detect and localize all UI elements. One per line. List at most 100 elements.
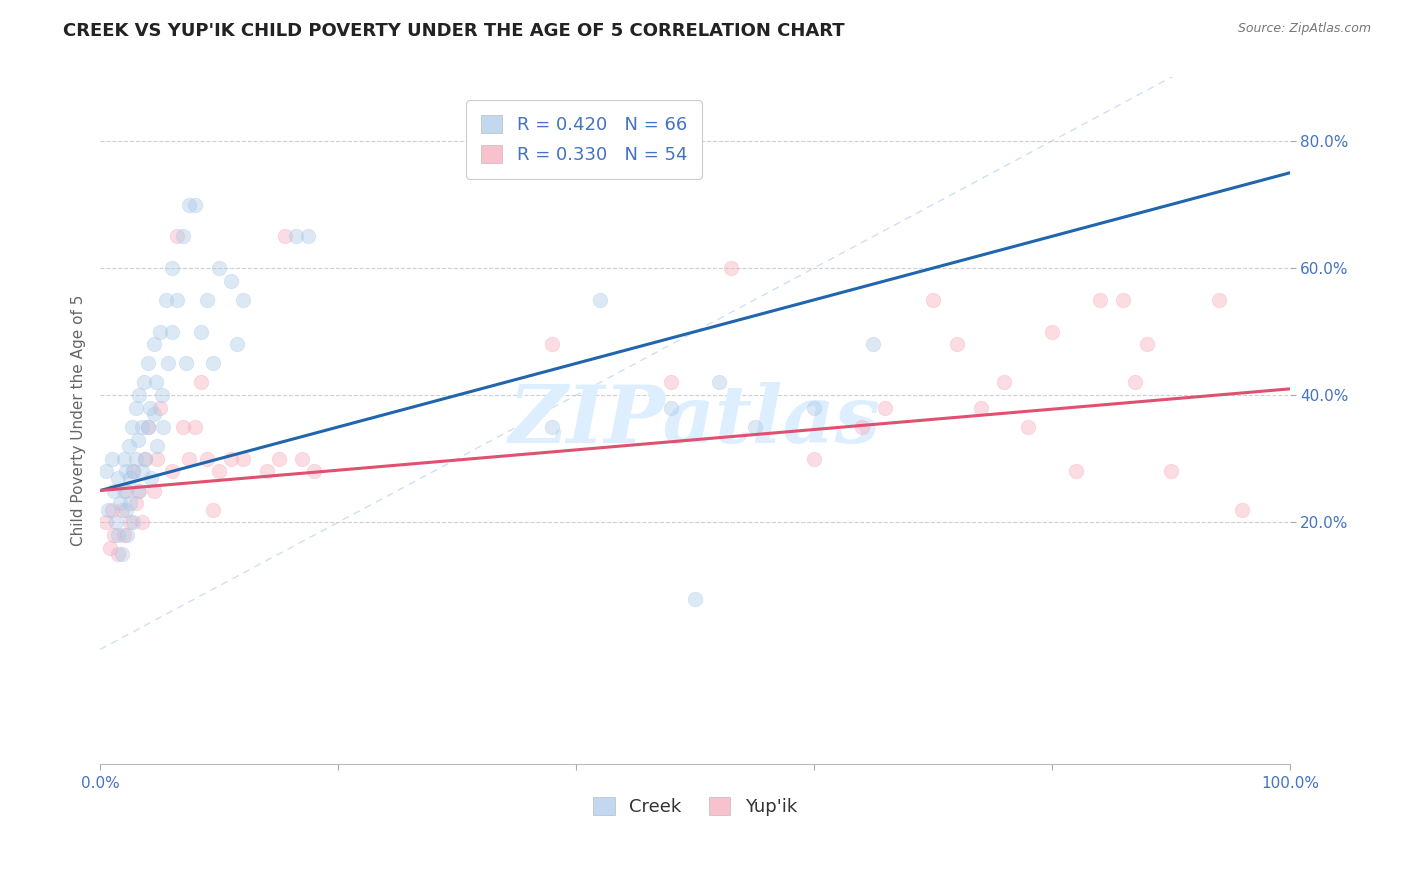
Point xyxy=(1112,293,1135,307)
Point xyxy=(110,547,132,561)
Point xyxy=(110,496,132,510)
Point xyxy=(160,465,183,479)
Point xyxy=(304,465,326,479)
Point xyxy=(118,439,141,453)
Point xyxy=(166,293,188,307)
Point xyxy=(683,591,706,606)
Point xyxy=(160,325,183,339)
Point xyxy=(172,420,194,434)
Point xyxy=(117,528,139,542)
Point xyxy=(136,356,159,370)
Point xyxy=(97,502,120,516)
Point xyxy=(128,483,150,498)
Point xyxy=(1232,502,1254,516)
Point xyxy=(922,293,945,307)
Point xyxy=(118,471,141,485)
Point xyxy=(141,471,163,485)
Point xyxy=(184,197,207,211)
Point xyxy=(202,356,225,370)
Point xyxy=(142,337,165,351)
Point xyxy=(160,261,183,276)
Point xyxy=(589,293,612,307)
Point xyxy=(103,483,125,498)
Point xyxy=(149,325,172,339)
Point xyxy=(219,274,242,288)
Point xyxy=(285,229,308,244)
Point xyxy=(142,483,165,498)
Point xyxy=(875,401,897,415)
Point xyxy=(803,451,825,466)
Point xyxy=(139,401,162,415)
Point xyxy=(803,401,825,415)
Point xyxy=(103,528,125,542)
Legend: Creek, Yup'ik: Creek, Yup'ik xyxy=(586,789,804,823)
Point xyxy=(98,541,121,555)
Point xyxy=(1123,376,1146,390)
Point xyxy=(208,465,231,479)
Point xyxy=(273,229,295,244)
Point xyxy=(172,229,194,244)
Point xyxy=(146,451,169,466)
Point xyxy=(744,420,766,434)
Point xyxy=(149,401,172,415)
Point xyxy=(128,388,150,402)
Point xyxy=(112,451,135,466)
Point xyxy=(107,547,129,561)
Point xyxy=(851,420,873,434)
Point xyxy=(267,451,290,466)
Point xyxy=(219,451,242,466)
Point xyxy=(226,337,249,351)
Point xyxy=(125,496,148,510)
Point xyxy=(125,401,148,415)
Text: ZIPatlas: ZIPatlas xyxy=(509,382,882,459)
Point xyxy=(156,356,179,370)
Point xyxy=(993,376,1015,390)
Point xyxy=(112,483,135,498)
Point xyxy=(1040,325,1063,339)
Point xyxy=(291,451,314,466)
Point xyxy=(969,401,991,415)
Point xyxy=(115,483,138,498)
Point xyxy=(101,502,124,516)
Point xyxy=(297,229,319,244)
Point xyxy=(131,516,153,530)
Point xyxy=(115,465,138,479)
Point xyxy=(94,465,117,479)
Point xyxy=(945,337,967,351)
Point xyxy=(179,197,201,211)
Point xyxy=(136,420,159,434)
Point xyxy=(232,451,254,466)
Point xyxy=(101,451,124,466)
Point xyxy=(118,516,141,530)
Point xyxy=(104,516,127,530)
Point xyxy=(131,420,153,434)
Text: CREEK VS YUP'IK CHILD POVERTY UNDER THE AGE OF 5 CORRELATION CHART: CREEK VS YUP'IK CHILD POVERTY UNDER THE … xyxy=(63,22,845,40)
Point xyxy=(112,528,135,542)
Point xyxy=(122,516,145,530)
Point xyxy=(707,376,730,390)
Point xyxy=(1017,420,1039,434)
Point xyxy=(208,261,231,276)
Point xyxy=(174,356,197,370)
Point xyxy=(256,465,278,479)
Point xyxy=(134,451,156,466)
Point xyxy=(122,465,145,479)
Point xyxy=(541,337,564,351)
Point xyxy=(166,229,188,244)
Point xyxy=(142,407,165,421)
Point xyxy=(202,502,225,516)
Point xyxy=(121,420,143,434)
Point xyxy=(131,465,153,479)
Point xyxy=(110,502,132,516)
Point xyxy=(195,451,218,466)
Point xyxy=(115,502,138,516)
Point xyxy=(659,401,682,415)
Point xyxy=(107,471,129,485)
Point xyxy=(1064,465,1087,479)
Point xyxy=(1160,465,1182,479)
Point xyxy=(720,261,742,276)
Point xyxy=(1136,337,1159,351)
Point xyxy=(1208,293,1230,307)
Point xyxy=(190,376,212,390)
Point xyxy=(134,376,156,390)
